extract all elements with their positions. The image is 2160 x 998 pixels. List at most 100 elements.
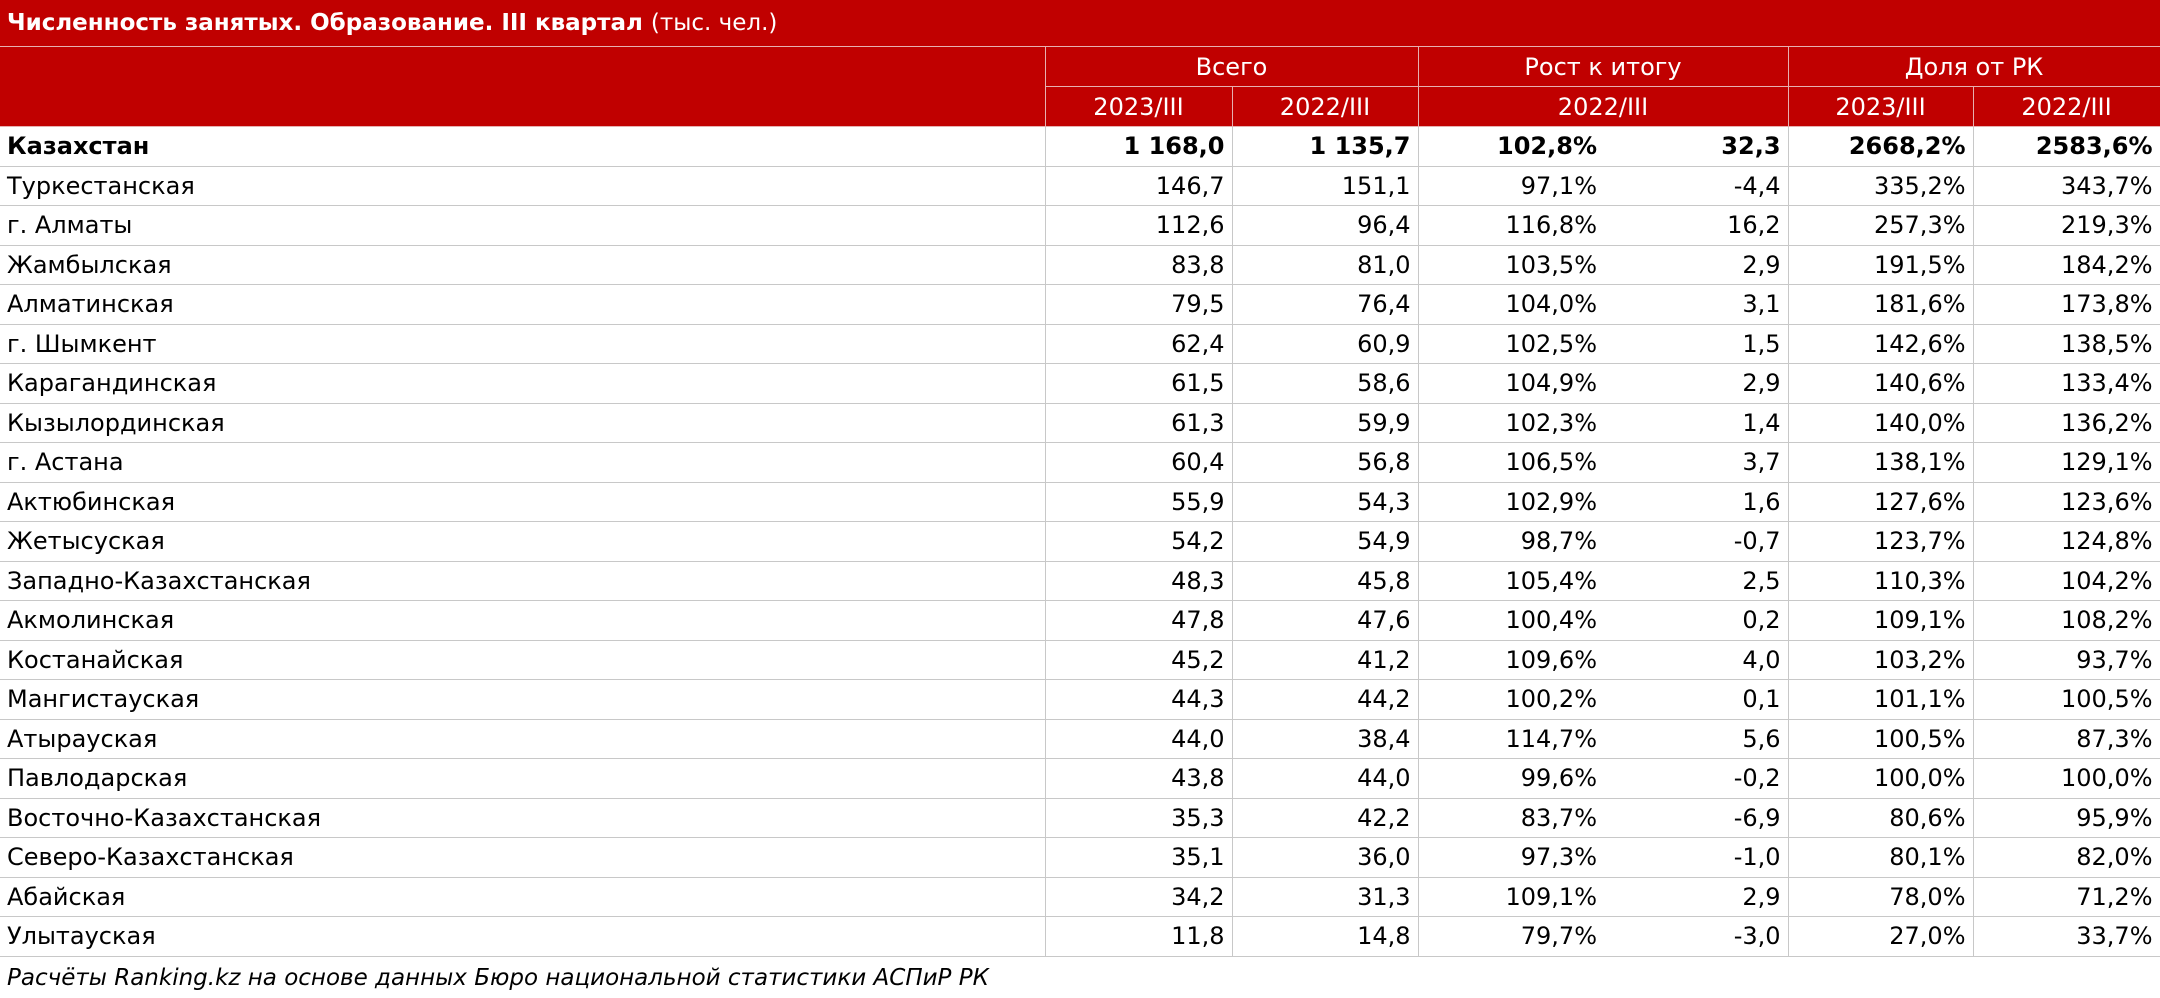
region-name-cell: Мангистауская [0,679,1046,720]
growth-pct-cell: 105,4% [1418,561,1604,601]
header-share: Доля от РК [1788,47,2160,87]
total-2022-cell: 56,8 [1232,442,1419,483]
growth-abs-cell: 2,9 [1604,245,1789,285]
region-name-cell: Восточно-Казахстанская [0,798,1046,838]
share-2023-cell: 109,1% [1788,600,1974,641]
total-2023-cell: 34,2 [1045,877,1233,917]
table-row: Северо-Казахстанская 35,1 36,0 97,3% -1,0 80,… [0,837,2160,878]
total-2023-cell: 45,2 [1045,640,1233,680]
header-region-cell [0,47,1046,127]
growth-abs-cell: 0,2 [1604,600,1789,641]
table-row: Жетысуская 54,2 54,9 98,7% -0,7 123,7% 124,8% [0,521,2160,562]
table-row: г. Шымкент 62,4 60,9 102,5% 1,5 142,6% 138,5% [0,324,2160,364]
share-2022-cell: 2583,6% [1973,126,2160,167]
total-2023-cell: 35,1 [1045,837,1233,878]
total-2023-cell: 79,5 [1045,284,1233,325]
growth-pct-cell: 116,8% [1418,205,1604,246]
total-2023-cell: 1 168,0 [1045,126,1233,167]
table-row: Актюбинская 55,9 54,3 102,9% 1,6 127,6% 123,6% [0,482,2160,522]
table-row: Западно-Казахстанская 48,3 45,8 105,4% 2,5 11… [0,561,2160,601]
table-title: Численность занятых. Образование. III кв… [0,0,2160,47]
growth-pct-cell: 109,6% [1418,640,1604,680]
table-row: Павлодарская 43,8 44,0 99,6% -0,2 100,0% 100,0… [0,758,2160,799]
region-name-cell: Туркестанская [0,166,1046,206]
total-2022-cell: 36,0 [1232,837,1419,878]
growth-abs-cell: -0,2 [1604,758,1789,799]
region-name-cell: Атырауская [0,719,1046,759]
region-name-cell: Алматинская [0,284,1046,325]
header-row-periods: 2023/III 2022/III 2022/III 2023/III 2022… [0,86,2160,127]
table-row: Атырауская 44,0 38,4 114,7% 5,6 100,5% 87,3% [0,719,2160,759]
total-2023-cell: 83,8 [1045,245,1233,285]
growth-abs-cell: -0,7 [1604,521,1789,562]
share-2023-cell: 100,0% [1788,758,1974,799]
share-2022-cell: 33,7% [1973,916,2160,957]
share-2023-cell: 127,6% [1788,482,1974,522]
growth-abs-cell: 32,3 [1604,126,1789,167]
total-2023-cell: 35,3 [1045,798,1233,838]
share-2022-cell: 173,8% [1973,284,2160,325]
share-2023-cell: 101,1% [1788,679,1974,720]
share-2023-cell: 142,6% [1788,324,1974,364]
total-2023-cell: 48,3 [1045,561,1233,601]
growth-abs-cell: 4,0 [1604,640,1789,680]
share-2022-cell: 136,2% [1973,403,2160,443]
growth-abs-cell: 2,9 [1604,363,1789,404]
share-2022-cell: 82,0% [1973,837,2160,878]
total-2022-cell: 44,2 [1232,679,1419,720]
table-row: Кызылординская 61,3 59,9 102,3% 1,4 140,0% 136… [0,403,2160,443]
total-2022-cell: 44,0 [1232,758,1419,799]
growth-abs-cell: 3,1 [1604,284,1789,325]
total-2023-cell: 11,8 [1045,916,1233,957]
share-2023-cell: 80,6% [1788,798,1974,838]
table-row: Костанайская 45,2 41,2 109,6% 4,0 103,2% 93,7% [0,640,2160,680]
growth-abs-cell: 16,2 [1604,205,1789,246]
share-2023-cell: 78,0% [1788,877,1974,917]
table-row: Жамбылская 83,8 81,0 103,5% 2,9 191,5% 184,2% [0,245,2160,285]
total-2022-cell: 58,6 [1232,363,1419,404]
region-name-cell: г. Шымкент [0,324,1046,364]
header-total: Всего [1045,47,1419,87]
share-2023-cell: 100,5% [1788,719,1974,759]
share-2022-cell: 104,2% [1973,561,2160,601]
share-2023-cell: 80,1% [1788,837,1974,878]
total-2023-cell: 44,0 [1045,719,1233,759]
growth-pct-cell: 97,1% [1418,166,1604,206]
share-2023-cell: 335,2% [1788,166,1974,206]
total-2023-cell: 60,4 [1045,442,1233,483]
share-2023-cell: 2668,2% [1788,126,1974,167]
total-2022-cell: 31,3 [1232,877,1419,917]
total-2023-cell: 54,2 [1045,521,1233,562]
region-name-cell: Жетысуская [0,521,1046,562]
growth-abs-cell: -3,0 [1604,916,1789,957]
share-2023-cell: 181,6% [1788,284,1974,325]
total-2023-cell: 61,3 [1045,403,1233,443]
table-row: г. Астана 60,4 56,8 106,5% 3,7 138,1% 129,1% [0,442,2160,483]
share-2023-cell: 140,0% [1788,403,1974,443]
table-body: Казахстан 1 168,0 1 135,7 102,8% 32,3 2668,2%… [0,126,2160,957]
table-row: Туркестанская 146,7 151,1 97,1% -4,4 335,2% 34… [0,166,2160,206]
total-2023-cell: 61,5 [1045,363,1233,404]
growth-pct-cell: 104,0% [1418,284,1604,325]
total-2022-cell: 14,8 [1232,916,1419,957]
region-name-cell: Улытауская [0,916,1046,957]
growth-abs-cell: 1,5 [1604,324,1789,364]
region-name-cell: Абайская [0,877,1046,917]
growth-pct-cell: 102,8% [1418,126,1604,167]
table-row: Восточно-Казахстанская 35,3 42,2 83,7% -6,9 8… [0,798,2160,838]
header-total-2023: 2023/III [1045,86,1233,127]
region-name-cell: Павлодарская [0,758,1046,799]
growth-pct-cell: 98,7% [1418,521,1604,562]
header-share-2022: 2022/III [1973,86,2160,127]
growth-abs-cell: -6,9 [1604,798,1789,838]
share-2023-cell: 27,0% [1788,916,1974,957]
region-name-cell: г. Астана [0,442,1046,483]
header-growth: Рост к итогу [1418,47,1789,87]
share-2023-cell: 103,2% [1788,640,1974,680]
total-2022-cell: 76,4 [1232,284,1419,325]
growth-pct-cell: 100,4% [1418,600,1604,641]
growth-pct-cell: 103,5% [1418,245,1604,285]
total-2022-cell: 59,9 [1232,403,1419,443]
growth-pct-cell: 79,7% [1418,916,1604,957]
share-2022-cell: 219,3% [1973,205,2160,246]
